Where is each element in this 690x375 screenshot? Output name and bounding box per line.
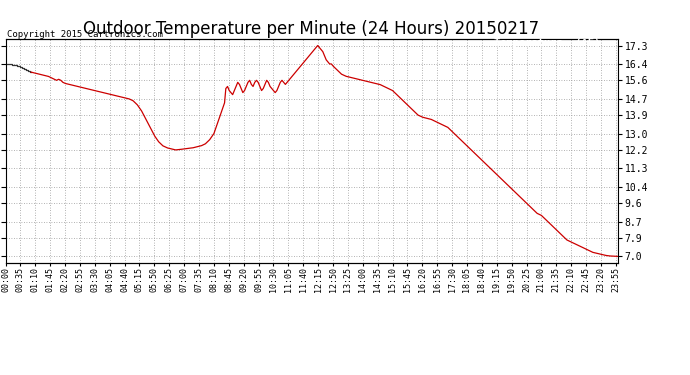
Text: Temperature  (°F): Temperature (°F) [494, 39, 600, 48]
Text: Copyright 2015 Cartronics.com: Copyright 2015 Cartronics.com [7, 30, 163, 39]
Title: Outdoor Temperature per Minute (24 Hours) 20150217: Outdoor Temperature per Minute (24 Hours… [83, 20, 540, 38]
